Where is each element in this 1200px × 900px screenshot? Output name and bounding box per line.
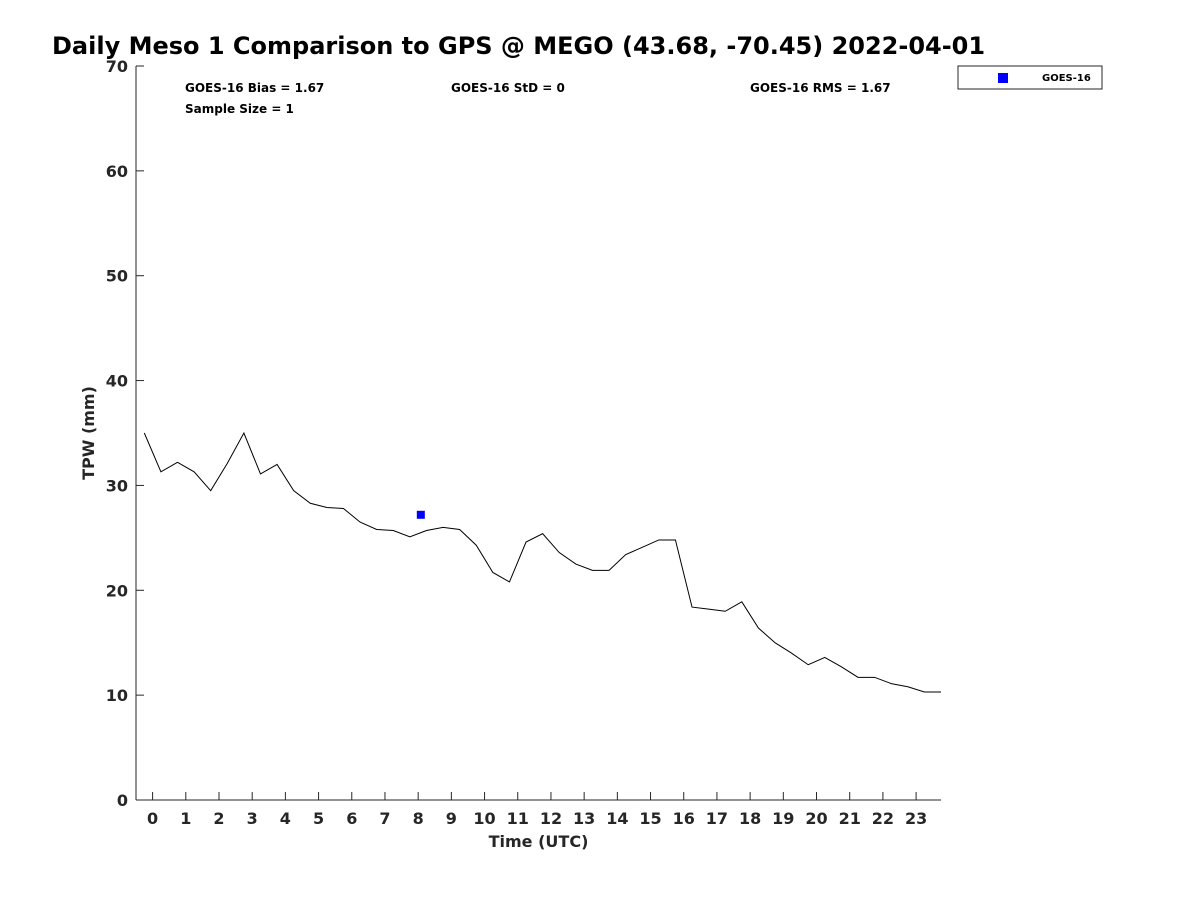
data-point-goes16 xyxy=(416,510,425,519)
stat-std: GOES-16 StD = 0 xyxy=(451,81,565,95)
legend: GOES-16 xyxy=(957,65,1103,90)
legend-box xyxy=(957,65,1103,90)
x-tick-label: 9 xyxy=(446,809,457,828)
legend-label-goes16: GOES-16 xyxy=(1042,73,1091,84)
y-axis-label: TPW (mm) xyxy=(79,386,98,480)
x-tick-label: 0 xyxy=(147,809,158,828)
x-tick-label: 22 xyxy=(872,809,894,828)
x-tick-label: 11 xyxy=(507,809,529,828)
stat-rms: GOES-16 RMS = 1.67 xyxy=(750,81,891,95)
x-tick-label: 21 xyxy=(839,809,861,828)
y-tick-label: 10 xyxy=(106,686,128,705)
x-tick-label: 8 xyxy=(413,809,424,828)
x-tick-label: 6 xyxy=(346,809,357,828)
x-tick-label: 1 xyxy=(180,809,191,828)
legend-marker-goes16 xyxy=(998,73,1008,83)
y-tick-label: 70 xyxy=(106,57,128,76)
x-tick-label: 2 xyxy=(213,809,224,828)
x-tick-label: 10 xyxy=(473,809,495,828)
x-tick-label: 7 xyxy=(379,809,390,828)
x-tick-label: 18 xyxy=(739,809,761,828)
y-tick-label: 40 xyxy=(106,372,128,391)
chart-title: Daily Meso 1 Comparison to GPS @ MEGO (4… xyxy=(52,32,985,60)
x-tick-label: 12 xyxy=(540,809,562,828)
y-tick-label: 50 xyxy=(106,267,128,286)
x-axis-label: Time (UTC) xyxy=(489,832,589,851)
x-tick-label: 4 xyxy=(280,809,291,828)
x-tick-label: 15 xyxy=(639,809,661,828)
x-tick-label: 16 xyxy=(673,809,695,828)
x-ticks: 0 1 2 3 4 5 6 7 8 9 10 11 12 13 14 15 16 17 18 19 20 21 22 23 xyxy=(147,792,927,828)
x-tick-label: 23 xyxy=(905,809,927,828)
plot-area xyxy=(143,431,941,693)
stat-bias: GOES-16 Bias = 1.67 xyxy=(185,81,324,95)
x-tick-label: 5 xyxy=(313,809,324,828)
y-ticks: 0 10 20 30 40 50 60 70 xyxy=(106,57,144,810)
x-tick-label: 14 xyxy=(606,809,628,828)
x-tick-label: 17 xyxy=(706,809,728,828)
stat-sample-size: Sample Size = 1 xyxy=(185,102,294,116)
y-tick-label: 0 xyxy=(117,791,128,810)
x-tick-label: 19 xyxy=(772,809,794,828)
y-tick-label: 20 xyxy=(106,581,128,600)
x-tick-label: 13 xyxy=(573,809,595,828)
y-tick-label: 60 xyxy=(106,162,128,181)
x-tick-label: 20 xyxy=(805,809,827,828)
x-tick-label: 3 xyxy=(247,809,258,828)
y-tick-label: 30 xyxy=(106,476,128,495)
series-line-gps xyxy=(143,431,941,693)
